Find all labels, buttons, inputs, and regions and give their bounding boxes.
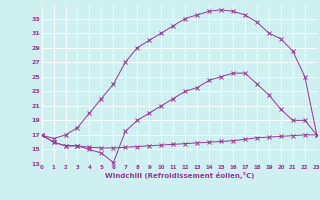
X-axis label: Windchill (Refroidissement éolien,°C): Windchill (Refroidissement éolien,°C) (105, 172, 254, 179)
